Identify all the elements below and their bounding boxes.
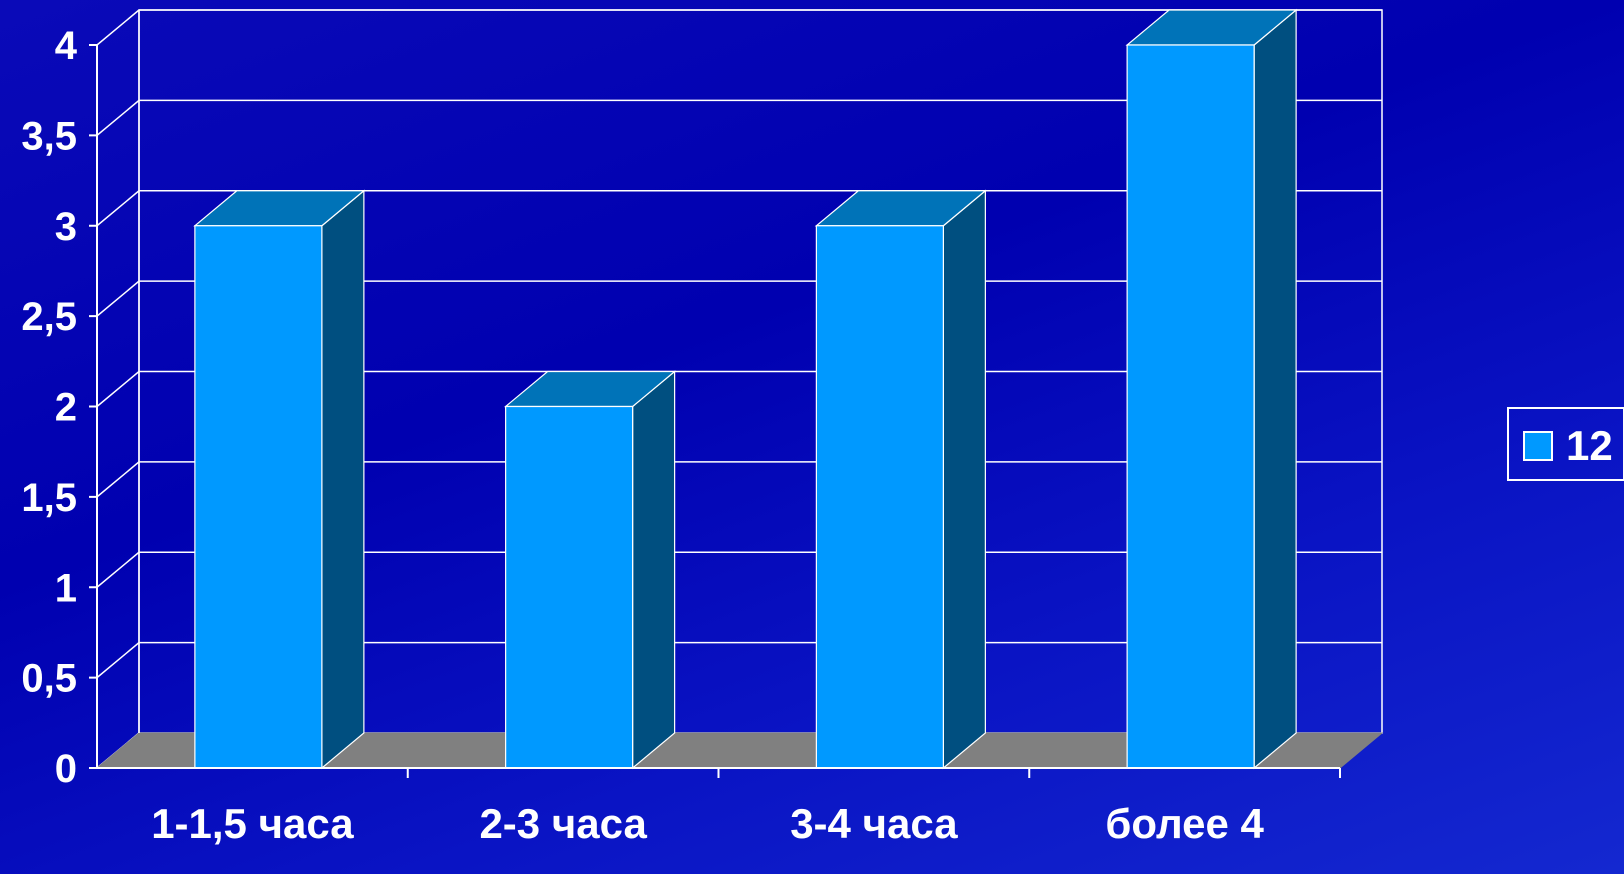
y-tick-label: 0,5 <box>21 657 77 701</box>
y-tick-label: 0 <box>55 747 77 791</box>
gridline-side <box>96 280 140 317</box>
bars <box>193 8 1298 770</box>
bar-side <box>321 189 365 770</box>
axes <box>89 10 1341 778</box>
x-tick-label: 3-4 часа <box>790 800 958 847</box>
x-tick-label: 1-1,5 часа <box>151 800 354 847</box>
bar-front <box>815 225 944 769</box>
y-tick-label: 3,5 <box>21 114 77 158</box>
y-tick-label: 3 <box>55 205 77 249</box>
bar <box>814 189 988 770</box>
gridline-side <box>96 642 140 679</box>
gridline-side <box>96 461 140 498</box>
bar <box>503 370 677 770</box>
legend-label: 12 <box>1566 422 1613 469</box>
gridline-side <box>96 190 140 227</box>
x-tick-label: более 4 <box>1105 800 1264 847</box>
gridline-side <box>96 9 140 46</box>
y-tick-label: 1,5 <box>21 476 77 520</box>
y-tick-label: 1 <box>55 566 77 610</box>
x-tick-labels: 1-1,5 часа 2-3 часа 3-4 часа более 4 <box>151 800 1264 847</box>
legend-frame <box>1507 407 1624 481</box>
legend: 12 <box>1507 407 1624 481</box>
bar-side <box>1253 8 1297 770</box>
y-tick-label: 2 <box>55 386 77 430</box>
y-tick-label: 2,5 <box>21 295 77 339</box>
gridline-side <box>96 99 140 136</box>
bar <box>193 189 366 770</box>
y-tick-labels: 0 0,5 1 1,5 2 2,5 3 3,5 4 <box>21 24 77 791</box>
bar-side <box>632 370 676 770</box>
x-tick-label: 2-3 часа <box>479 800 647 847</box>
bar-front <box>505 405 634 769</box>
bar-side <box>942 189 986 770</box>
y-tick-label: 4 <box>55 24 78 68</box>
gridline-side <box>96 370 140 408</box>
gridline-side <box>96 551 140 588</box>
bar <box>1125 8 1298 770</box>
bar-front <box>194 225 323 769</box>
bar-front <box>1126 44 1255 769</box>
legend-swatch <box>1523 431 1553 461</box>
